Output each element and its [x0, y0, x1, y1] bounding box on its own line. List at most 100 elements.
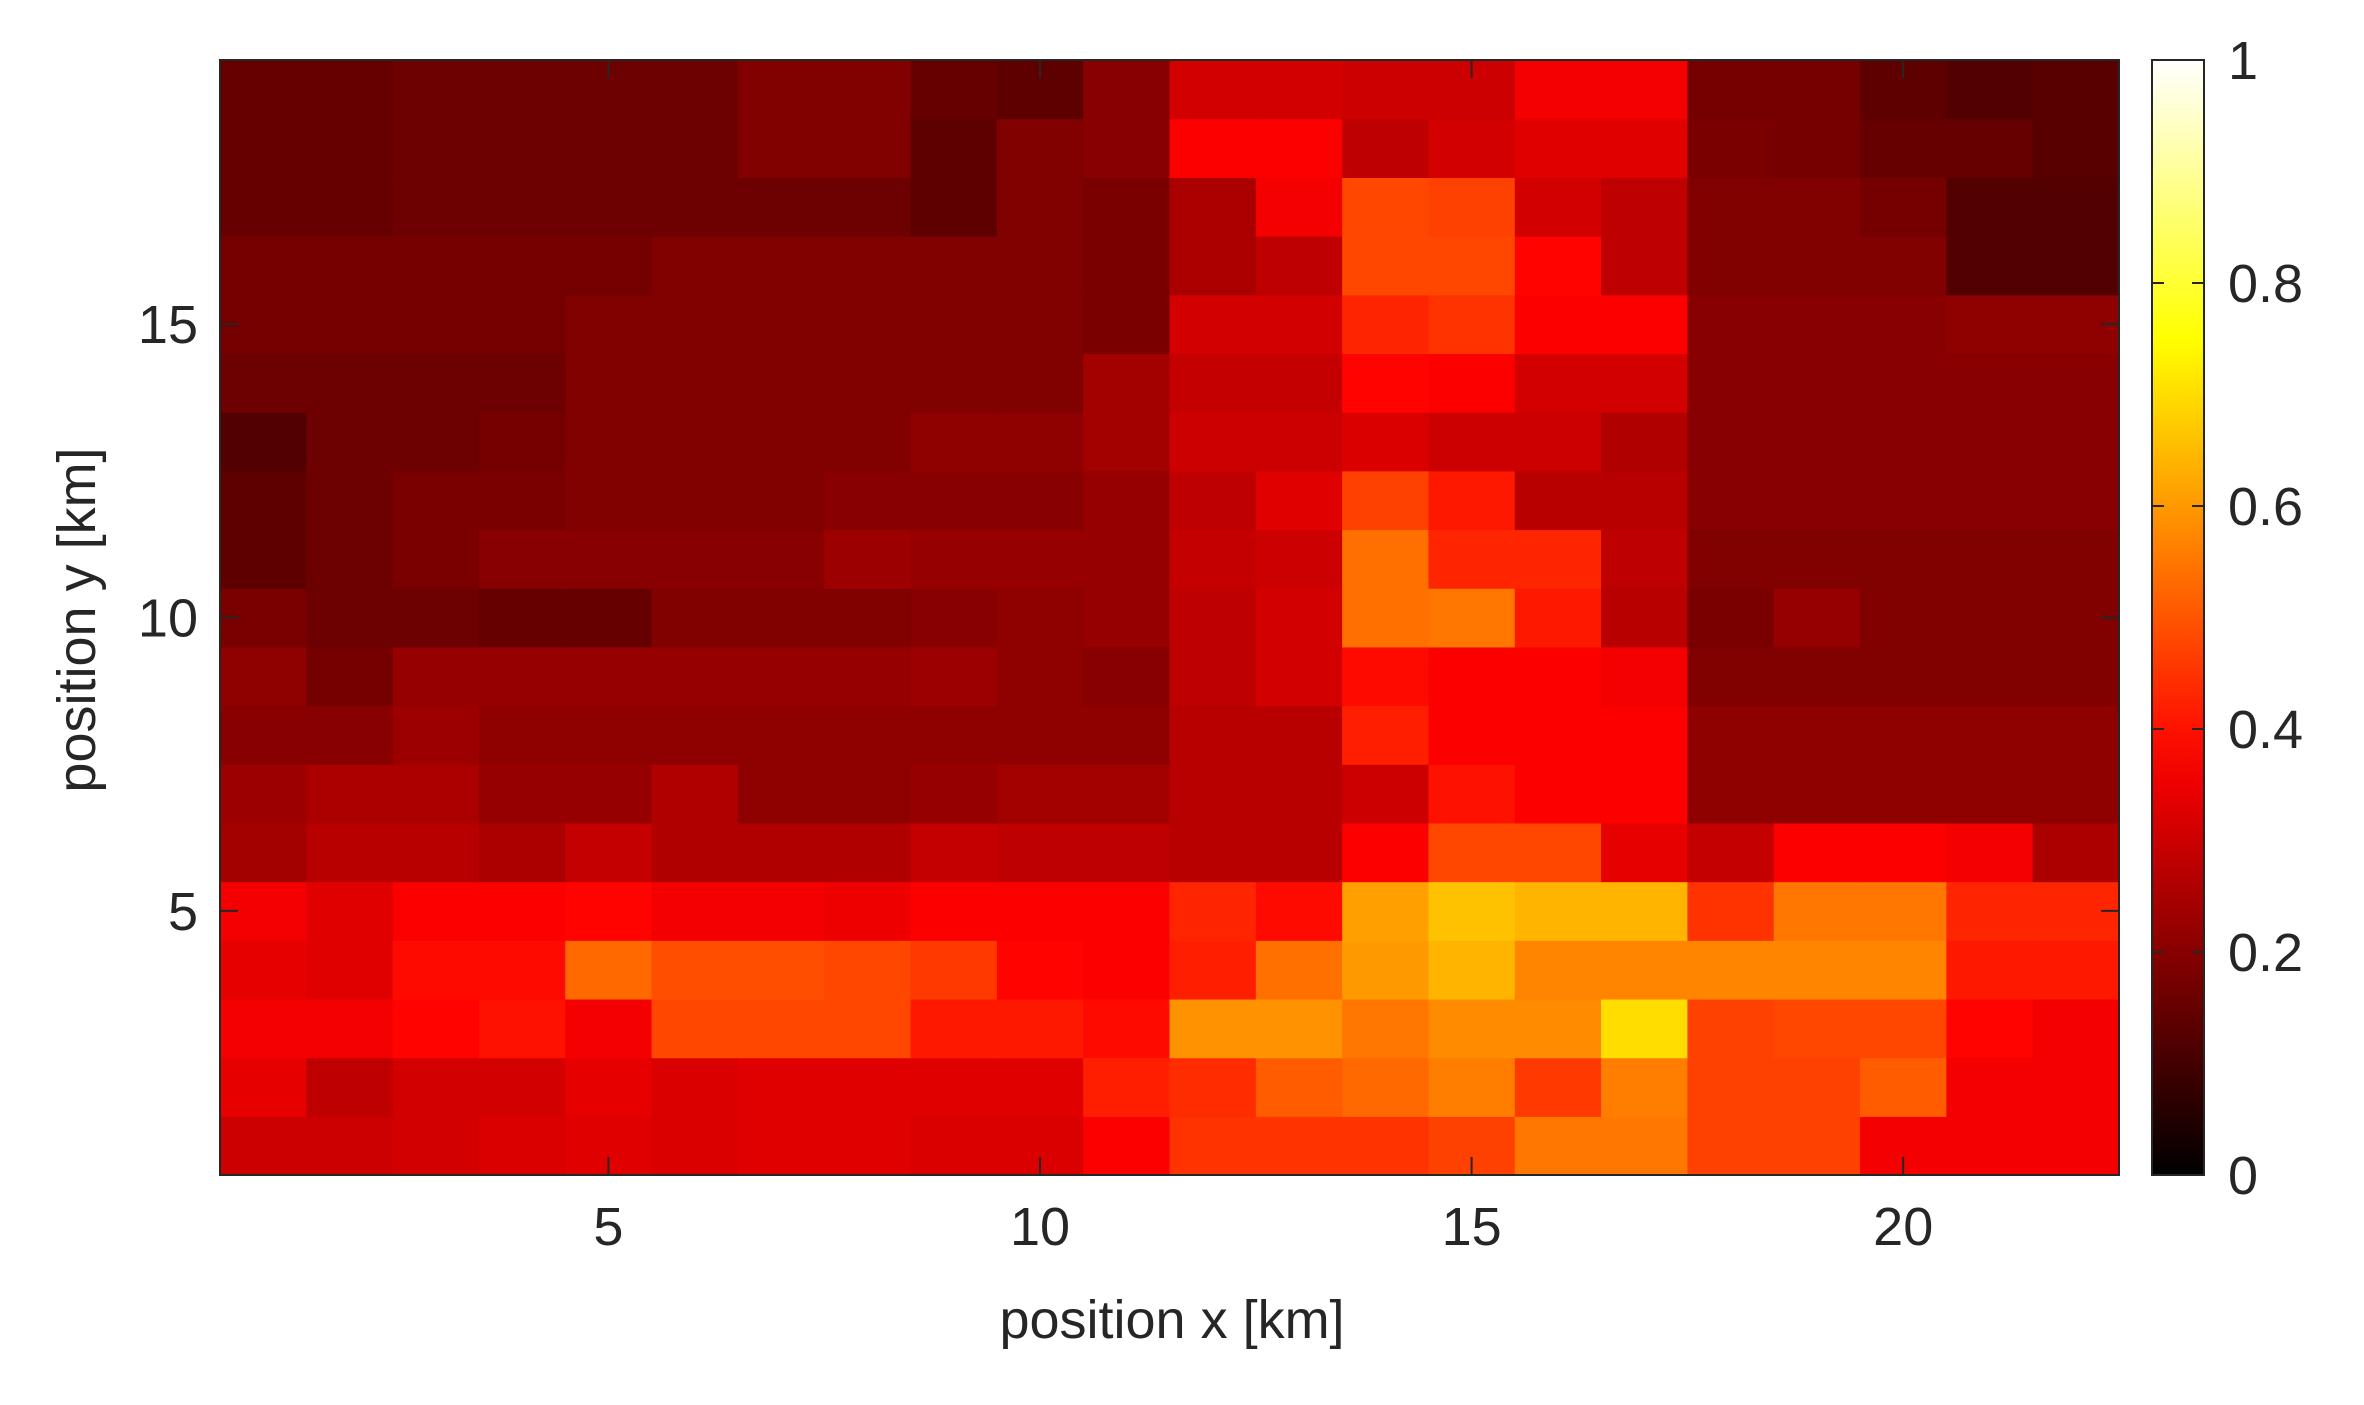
heatmap-cell: [2032, 529, 2120, 589]
heatmap-cell: [737, 177, 825, 237]
heatmap-cell: [737, 412, 825, 472]
heatmap-cell: [1687, 412, 1775, 472]
heatmap-cell: [651, 529, 739, 589]
heatmap-cell: [996, 940, 1084, 1000]
heatmap-cell: [478, 1116, 566, 1176]
heatmap-cell: [2032, 60, 2120, 120]
heatmap-cell: [1255, 1057, 1343, 1117]
heatmap-cell: [2032, 940, 2120, 1000]
heatmap-cell: [1687, 881, 1775, 941]
heatmap-cell: [1342, 412, 1430, 472]
heatmap-cell: [306, 470, 394, 531]
heatmap-cell: [1773, 588, 1861, 648]
heatmap-cell: [1946, 998, 2034, 1059]
heatmap-cell: [651, 940, 739, 1000]
heatmap-cell: [306, 529, 394, 589]
heatmap-cell: [1514, 177, 1602, 237]
heatmap-cell: [1255, 294, 1343, 355]
heatmap-cell: [565, 294, 653, 355]
heatmap-cell: [1255, 353, 1343, 413]
heatmap-cell: [1428, 1057, 1516, 1117]
heatmap-cell: [910, 940, 998, 1000]
heatmap-cell: [1083, 236, 1171, 296]
heatmap-cells: [220, 60, 2120, 1176]
heatmap-cell: [478, 764, 566, 824]
heatmap-cell: [1514, 60, 1602, 120]
heatmap-cell: [220, 60, 307, 120]
heatmap-cell: [478, 998, 566, 1059]
heatmap-cell: [306, 353, 394, 413]
heatmap-cell: [392, 764, 480, 824]
heatmap-cell: [392, 881, 480, 941]
heatmap-cell: [306, 588, 394, 648]
heatmap-cell: [392, 822, 480, 883]
heatmap-cell: [2032, 646, 2120, 707]
heatmap-cell: [478, 177, 566, 237]
colorbar-tick-label: 0: [2228, 1146, 2258, 1206]
heatmap-cell: [1601, 822, 1689, 883]
heatmap-cell: [737, 940, 825, 1000]
heatmap-cell: [651, 705, 739, 765]
heatmap-cell: [910, 705, 998, 765]
heatmap-cell: [565, 646, 653, 707]
heatmap-cell: [1169, 412, 1257, 472]
heatmap-cell: [306, 118, 394, 178]
heatmap-cell: [996, 353, 1084, 413]
heatmap-cell: [1083, 705, 1171, 765]
heatmap-cell: [2032, 470, 2120, 531]
heatmap-cell: [1428, 588, 1516, 648]
heatmap-cell: [824, 1116, 912, 1176]
heatmap-cell: [1773, 705, 1861, 765]
heatmap-cell: [1514, 998, 1602, 1059]
heatmap-cell: [1687, 764, 1775, 824]
heatmap-cell: [1860, 646, 1947, 707]
heatmap-cell: [306, 1057, 394, 1117]
heatmap-cell: [737, 60, 825, 120]
heatmap-cell: [1601, 588, 1689, 648]
heatmap-cell: [1601, 412, 1689, 472]
heatmap-cell: [824, 470, 912, 531]
heatmap-cell: [1687, 470, 1775, 531]
heatmap-cell: [996, 764, 1084, 824]
heatmap-cell: [392, 118, 480, 178]
heatmap-cell: [1860, 470, 1947, 531]
heatmap-cell: [2032, 1116, 2120, 1176]
heatmap-cell: [565, 412, 653, 472]
heatmap-cell: [1946, 177, 2034, 237]
heatmap-cell: [1687, 705, 1775, 765]
heatmap-cell: [1255, 1116, 1343, 1176]
heatmap-cell: [1342, 353, 1430, 413]
heatmap-cell: [1255, 412, 1343, 472]
heatmap-cell: [1687, 118, 1775, 178]
heatmap-cell: [1687, 998, 1775, 1059]
heatmap-cell: [651, 118, 739, 178]
heatmap-cell: [1773, 60, 1861, 120]
heatmap-cell: [478, 646, 566, 707]
heatmap-cell: [910, 118, 998, 178]
heatmap-cell: [1773, 822, 1861, 883]
heatmap-cell: [996, 822, 1084, 883]
heatmap-cell: [220, 998, 307, 1059]
heatmap-cell: [737, 646, 825, 707]
heatmap-cell: [1687, 529, 1775, 589]
heatmap-cell: [1428, 236, 1516, 296]
heatmap-cell: [306, 294, 394, 355]
heatmap-cell: [1255, 470, 1343, 531]
heatmap-cell: [1946, 1057, 2034, 1117]
heatmap-cell: [1342, 588, 1430, 648]
heatmap-cell: [824, 940, 912, 1000]
heatmap-cell: [1946, 588, 2034, 648]
heatmap-cell: [392, 1057, 480, 1117]
heatmap-cell: [1601, 294, 1689, 355]
heatmap-cell: [1514, 940, 1602, 1000]
heatmap-cell: [2032, 412, 2120, 472]
heatmap-cell: [392, 60, 480, 120]
heatmap-cell: [478, 412, 566, 472]
heatmap-cell: [737, 705, 825, 765]
heatmap-cell: [1946, 764, 2034, 824]
heatmap-cell: [306, 764, 394, 824]
heatmap-cell: [1083, 940, 1171, 1000]
heatmap-cell: [2032, 822, 2120, 883]
heatmap-cell: [651, 646, 739, 707]
heatmap-cell: [910, 588, 998, 648]
